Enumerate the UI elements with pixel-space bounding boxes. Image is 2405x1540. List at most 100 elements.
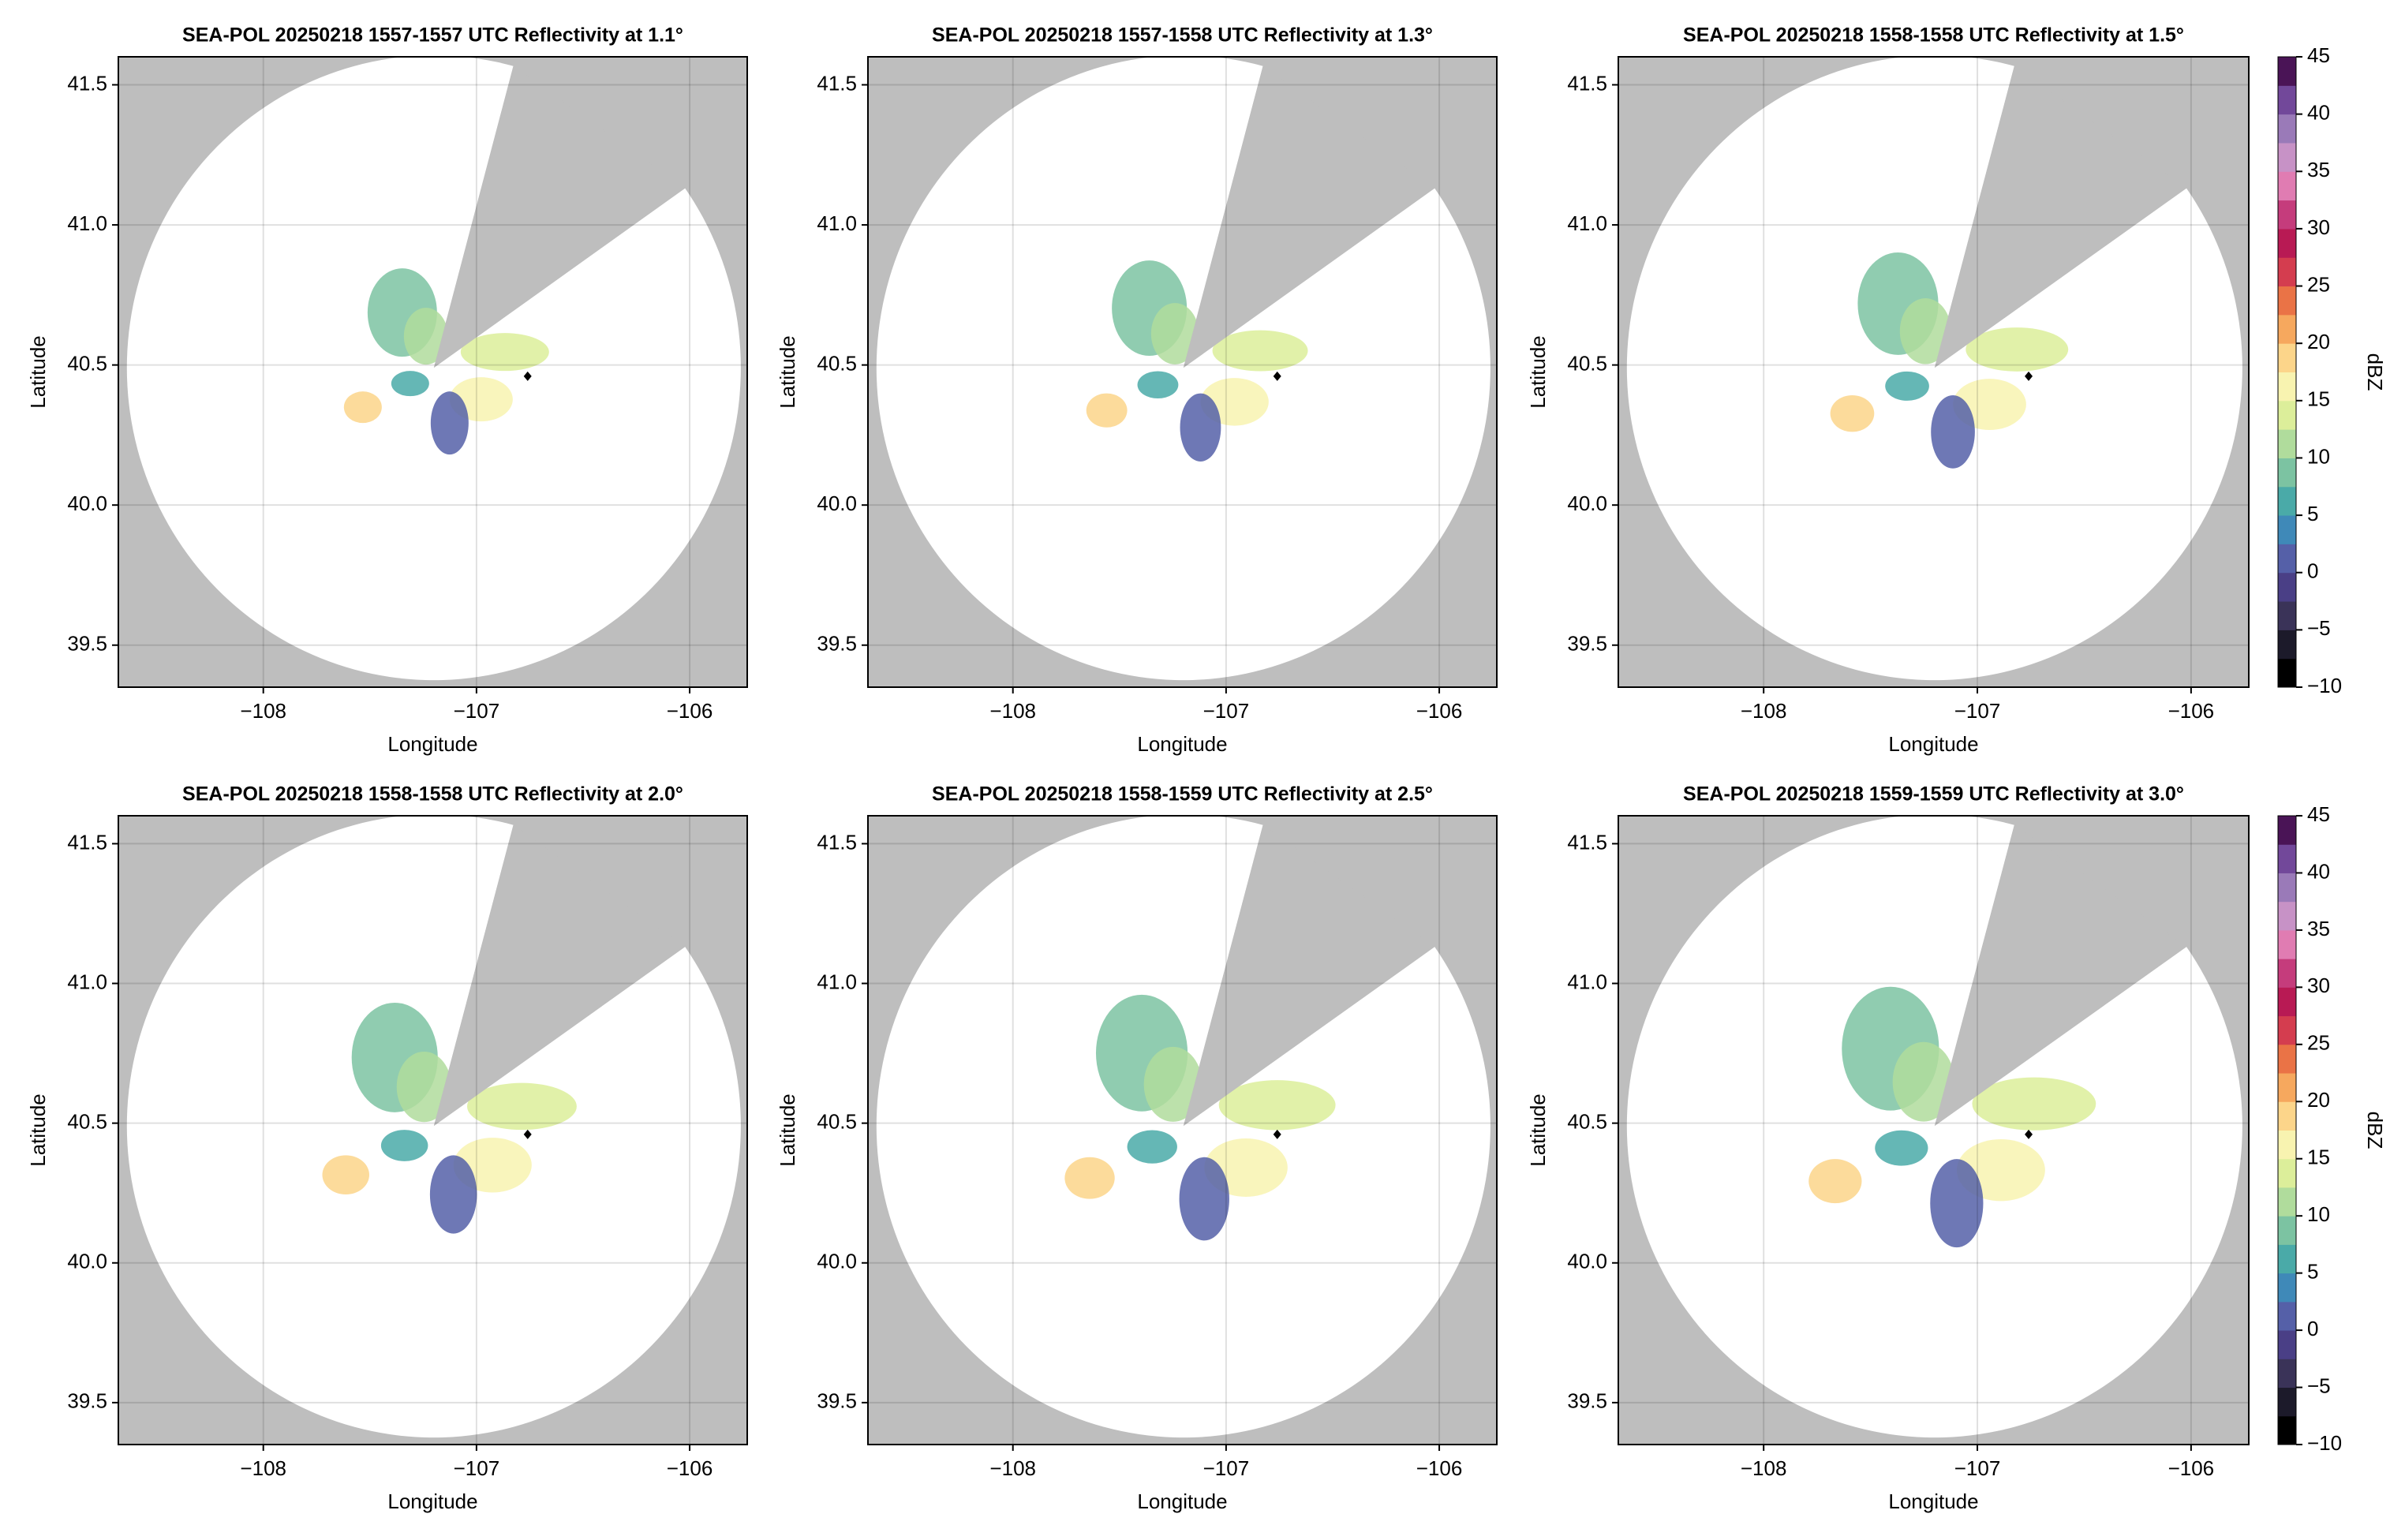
y-axis-label: Latitude [26, 335, 50, 409]
y-tick-label: 40.0 [817, 492, 857, 515]
colorbar-frame [2277, 56, 2297, 688]
colorbar-tick-label: 35 [2307, 158, 2330, 181]
colorbar-swatch [2278, 1216, 2296, 1245]
x-tick-label: −107 [1954, 699, 2001, 723]
echo-gap [1934, 824, 2187, 1127]
colorbar-tick-label: 5 [2307, 502, 2318, 525]
coverage [126, 57, 741, 681]
echo [1830, 394, 1875, 432]
coverage [876, 816, 1491, 1438]
y-tick-label: 39.5 [1567, 1389, 1607, 1413]
colorbar-swatch [2278, 314, 2296, 344]
x-tick-label: −106 [667, 1456, 713, 1480]
echo [1086, 393, 1128, 428]
colorbar-swatch [2278, 1044, 2296, 1074]
y-tick-label: 39.5 [817, 1389, 857, 1413]
x-tick-label: −108 [240, 699, 286, 723]
y-tick-label: 40.0 [67, 492, 107, 515]
y-tick-label: 40.5 [817, 351, 857, 375]
echo [1892, 1041, 1955, 1122]
colorbar-swatch [2278, 1101, 2296, 1131]
y-tick-label: 41.0 [817, 970, 857, 993]
axes-frame [118, 56, 748, 688]
x-axis-label: Longitude [387, 732, 477, 756]
colorbar-swatch [2278, 400, 2296, 430]
colorbar-swatch [2278, 343, 2296, 372]
colorbar-tick-label: 15 [2307, 387, 2330, 411]
x-tick-label: −107 [454, 699, 500, 723]
chart-title: SEA-POL 20250218 1558-1559 UTC Reflectiv… [932, 783, 1433, 806]
colorbar-swatch [2278, 372, 2296, 402]
colorbar-swatch [2278, 1244, 2296, 1274]
plot-area [118, 57, 747, 687]
echo-gap [1934, 65, 2187, 368]
echo [380, 1130, 428, 1161]
colorbar-swatch [2278, 228, 2296, 258]
x-tick-label: −106 [1416, 1456, 1463, 1480]
panel: −108 −107 −106 39.5 40.0 40.5 41.0 41.5 SEA-POL … [26, 24, 748, 756]
axes-frame [1618, 815, 2250, 1445]
colorbar-tick-label: 30 [2307, 974, 2330, 997]
coverage [1626, 816, 2242, 1438]
colorbar-swatch [2278, 630, 2296, 660]
radar-marker [1273, 1129, 1281, 1139]
x-axis-label: Longitude [1888, 732, 1978, 756]
colorbar-swatch [2278, 1187, 2296, 1217]
colorbar-swatch [2278, 1015, 2296, 1045]
y-tick-label: 41.0 [67, 211, 107, 235]
y-axis-label: Latitude [776, 1093, 799, 1167]
colorbar-tick-label: −5 [2307, 616, 2331, 640]
colorbar-tick-label: 45 [2307, 43, 2330, 67]
colorbar-swatch [2278, 1158, 2296, 1188]
colorbar-swatch [2278, 57, 2296, 86]
colorbar-frame [2277, 815, 2297, 1445]
echo-gap [1183, 824, 1435, 1127]
y-axis-label: Latitude [26, 1093, 50, 1167]
x-tick-label: −106 [2168, 1456, 2215, 1480]
colorbar-swatch [2278, 1359, 2296, 1389]
colorbar: −10 −5 0 5 10 15 20 25 30 35 40 45 dBZ [2277, 802, 2387, 1455]
y-tick-label: 41.0 [67, 970, 107, 993]
y-tick-label: 41.5 [1567, 830, 1607, 854]
echo [1930, 1159, 1984, 1248]
colorbar-tick-label: −10 [2307, 1431, 2342, 1455]
colorbar-swatch [2278, 1387, 2296, 1417]
echo [1137, 371, 1179, 399]
coverage [1626, 57, 2242, 681]
colorbar-swatch [2278, 1073, 2296, 1102]
panel: −108 −107 −106 39.5 40.0 40.5 41.0 41.5 SEA-POL … [26, 783, 748, 1513]
y-tick-label: 41.0 [1567, 211, 1607, 235]
x-tick-label: −108 [989, 699, 1036, 723]
radar-marker [1273, 371, 1281, 381]
colorbar-swatch [2278, 171, 2296, 201]
chart-title: SEA-POL 20250218 1557-1558 UTC Reflectiv… [932, 24, 1433, 47]
colorbar-swatch [2278, 515, 2296, 544]
colorbar-swatch [2278, 1415, 2296, 1445]
x-axis-label: Longitude [387, 1490, 477, 1513]
axes-frame [867, 56, 1498, 688]
chart-title: SEA-POL 20250218 1558-1558 UTC Reflectiv… [1683, 24, 2184, 47]
echo [1127, 1130, 1177, 1164]
colorbar-swatch [2278, 544, 2296, 574]
y-tick-label: 40.5 [67, 1110, 107, 1134]
x-tick-label: −107 [1203, 699, 1250, 723]
colorbar-swatch [2278, 85, 2296, 115]
colorbar-tick-label: 30 [2307, 215, 2330, 239]
y-tick-label: 40.0 [67, 1250, 107, 1273]
echo [1179, 1157, 1229, 1241]
echo [1885, 371, 1929, 401]
plot-area [1618, 816, 2249, 1445]
y-tick-label: 40.0 [817, 1250, 857, 1273]
colorbar-swatch [2278, 1330, 2296, 1359]
axes-frame [1618, 56, 2250, 688]
colorbar-tick-label: 15 [2307, 1146, 2330, 1169]
radar-marker [523, 1129, 532, 1139]
colorbar: −10 −5 0 5 10 15 20 25 30 35 40 45 dBZ [2277, 43, 2387, 697]
y-axis-label: Latitude [1526, 335, 1550, 409]
x-axis-label: Longitude [1137, 1490, 1227, 1513]
echo [1875, 1130, 1928, 1166]
plot-area [1618, 57, 2249, 687]
x-tick-label: −108 [989, 1456, 1036, 1480]
y-tick-label: 40.5 [817, 1110, 857, 1134]
